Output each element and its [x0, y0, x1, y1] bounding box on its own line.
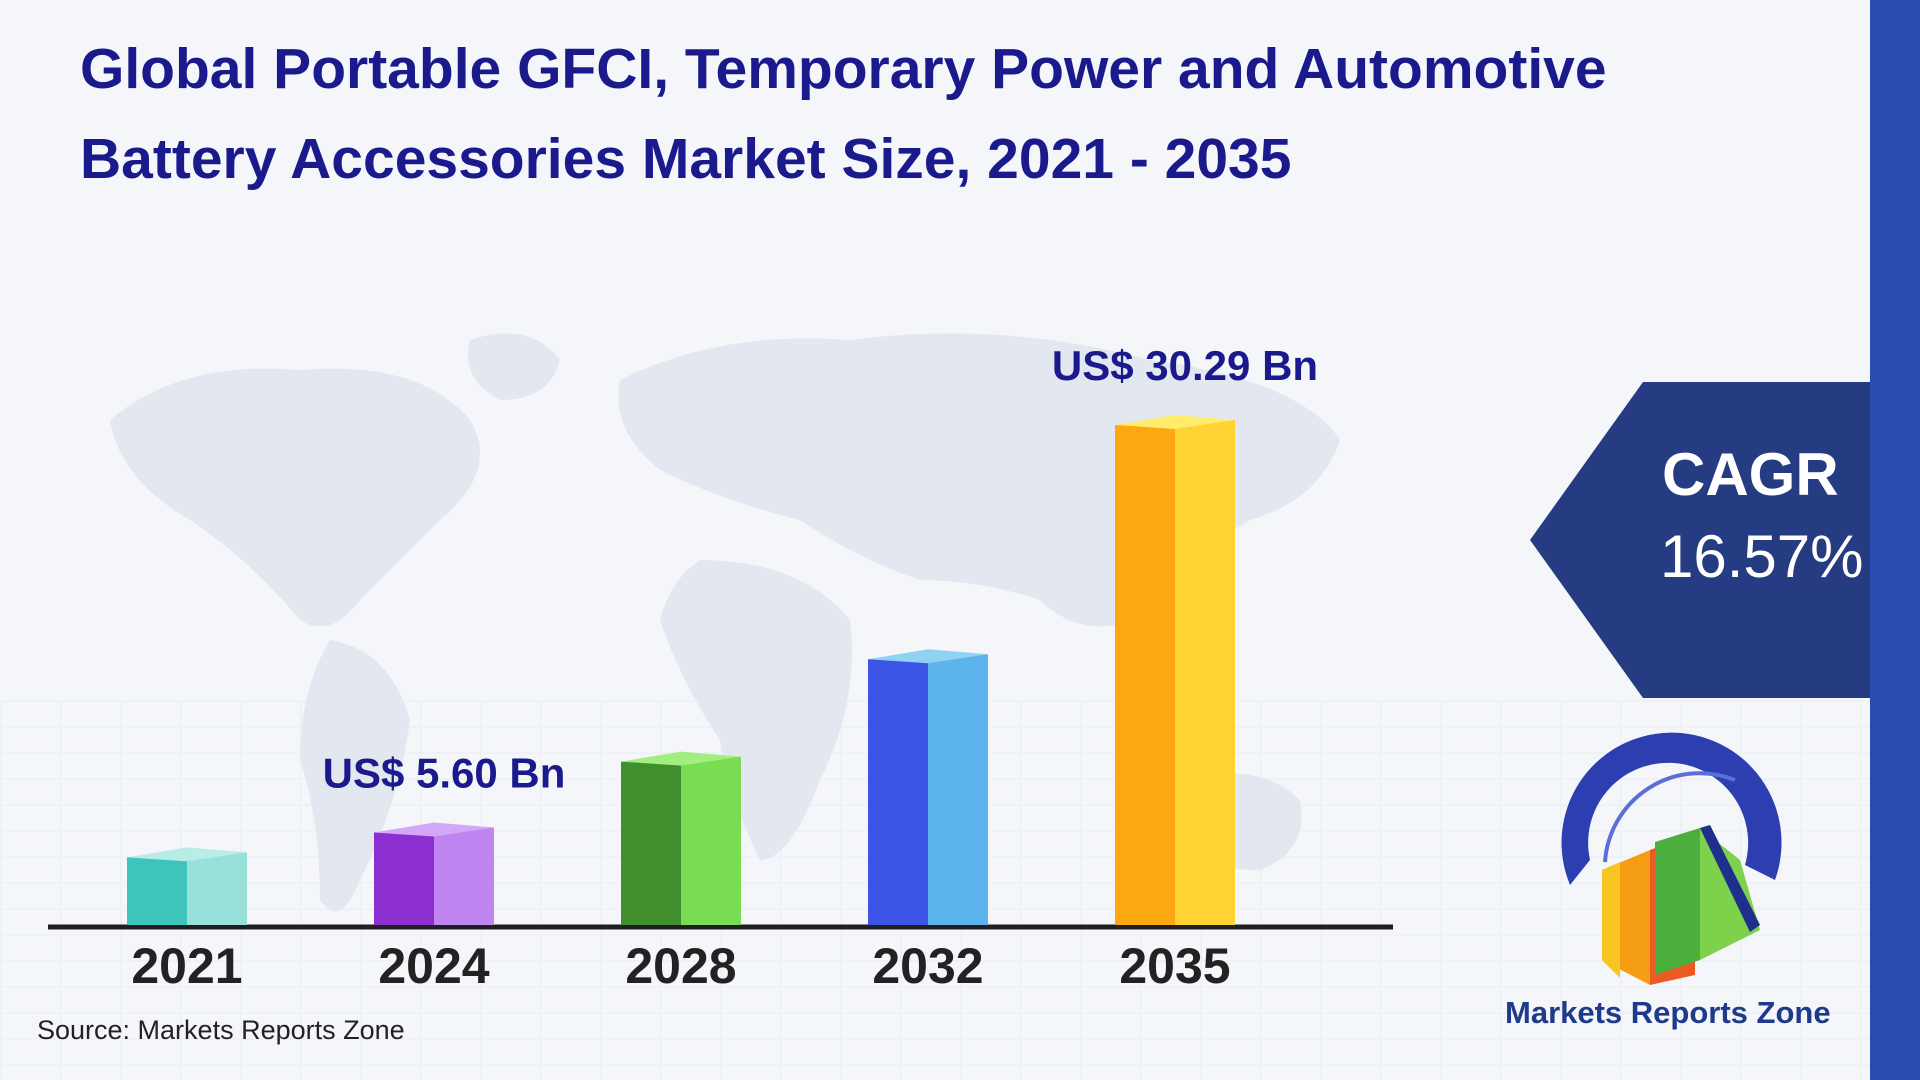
x-tick-label: 2024	[378, 938, 489, 994]
bar-2032	[868, 649, 988, 925]
bar-series	[127, 415, 1235, 925]
cagr-value: 16.57%	[1660, 523, 1864, 590]
data-label: US$ 30.29 Bn	[1052, 342, 1318, 389]
bar-front	[374, 832, 434, 925]
bar-front	[127, 857, 187, 925]
bar-top	[374, 822, 494, 837]
x-tick-labels: 2021 2024 2028 2032 2035	[131, 938, 1230, 994]
right-edge-stripe	[1870, 0, 1920, 1080]
data-labels: US$ 5.60 Bn US$ 30.29 Bn	[323, 342, 1318, 797]
bar-front	[868, 659, 928, 925]
bar-side	[1175, 420, 1235, 925]
bar-front	[1115, 425, 1175, 925]
x-tick-label: 2035	[1119, 938, 1230, 994]
cagr-label: CAGR	[1662, 441, 1839, 508]
bar-2028	[621, 751, 741, 925]
map-north-america	[110, 368, 480, 627]
bar-side	[434, 827, 494, 925]
bar-2021	[127, 847, 247, 925]
map-africa	[660, 560, 852, 860]
brand-logo-icon	[1561, 732, 1782, 985]
bar-side	[187, 852, 247, 925]
bar-top	[621, 751, 741, 766]
brand-name: Markets Reports Zone	[1505, 995, 1831, 1030]
data-label: US$ 5.60 Bn	[323, 750, 566, 797]
source-note: Source: Markets Reports Zone	[37, 1015, 405, 1045]
bar-side	[681, 756, 741, 925]
map-south-america	[300, 640, 410, 912]
bar-2035	[1115, 415, 1235, 925]
x-tick-label: 2021	[131, 938, 242, 994]
bar-2024	[374, 822, 494, 925]
bar-front	[621, 761, 681, 925]
x-tick-label: 2028	[625, 938, 736, 994]
cagr-panel	[1530, 382, 1920, 698]
bar-top	[127, 847, 247, 862]
bar-side	[928, 654, 988, 925]
bar-top	[1115, 415, 1235, 429]
chart-title: Global Portable GFCI, Temporary Power an…	[80, 37, 1607, 191]
x-tick-label: 2032	[872, 938, 983, 994]
map-greenland	[468, 333, 560, 400]
bar-top	[868, 649, 988, 664]
